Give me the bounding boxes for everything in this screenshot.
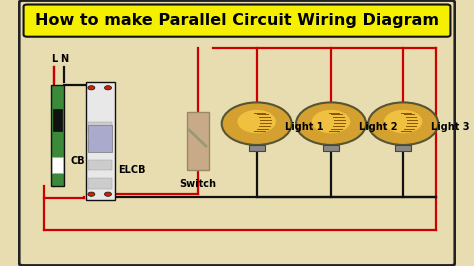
Text: CB: CB <box>71 156 85 166</box>
Text: L: L <box>51 53 57 64</box>
Circle shape <box>312 110 350 133</box>
Circle shape <box>296 102 366 145</box>
Text: Light 3: Light 3 <box>431 122 470 132</box>
Bar <box>53 157 63 173</box>
Circle shape <box>88 192 95 196</box>
FancyBboxPatch shape <box>24 5 450 37</box>
Bar <box>88 160 112 170</box>
Text: How to make Parallel Circuit Wiring Diagram: How to make Parallel Circuit Wiring Diag… <box>35 13 439 28</box>
Bar <box>88 141 112 152</box>
Bar <box>187 112 209 170</box>
Circle shape <box>368 102 438 145</box>
Text: Light 2: Light 2 <box>359 122 398 132</box>
Bar <box>53 109 62 131</box>
Bar <box>323 145 339 151</box>
Bar <box>88 125 112 152</box>
Circle shape <box>88 86 95 90</box>
Text: Light 1: Light 1 <box>285 122 323 132</box>
Bar <box>395 145 411 151</box>
Bar <box>88 122 112 133</box>
Bar <box>51 85 64 186</box>
Text: ELCB: ELCB <box>118 165 146 175</box>
Circle shape <box>237 110 276 133</box>
Circle shape <box>104 86 111 90</box>
Circle shape <box>384 110 422 133</box>
FancyBboxPatch shape <box>19 1 455 265</box>
Bar <box>88 178 112 189</box>
Bar <box>249 145 264 151</box>
Circle shape <box>222 102 292 145</box>
Text: N: N <box>60 53 68 64</box>
Bar <box>86 82 115 200</box>
Circle shape <box>104 192 111 196</box>
Text: Switch: Switch <box>179 178 216 189</box>
